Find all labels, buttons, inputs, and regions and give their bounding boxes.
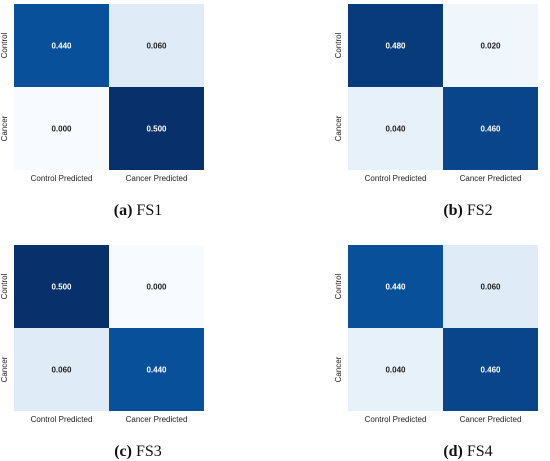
heatmap-panel-a: 0.440 0.060 0.000 0.500 Control Cancer Control… — [0, 4, 204, 219]
row-tick-label: Control — [0, 273, 9, 299]
heatmap-cell-c-r1-c1 — [109, 328, 204, 411]
panel-caption: (d) FS4 — [443, 443, 492, 460]
cell-value-label: 0.040 — [385, 125, 406, 134]
heatmap-cell-a-r1-c0 — [14, 87, 109, 170]
cell-value-label: 0.480 — [385, 42, 406, 51]
row-tick-label: Cancer — [0, 115, 9, 141]
cell-value-label: 0.020 — [480, 42, 501, 51]
panel-caption: (a) FS1 — [114, 202, 162, 219]
heatmap-cell-c-r0-c0 — [14, 245, 109, 328]
heatmap-panel-d: 0.440 0.060 0.040 0.460 Control Cancer Control… — [334, 245, 538, 460]
column-tick-label: Control Predicted — [31, 174, 93, 183]
column-tick-label: Control Predicted — [31, 415, 93, 424]
cell-value-label: 0.440 — [51, 42, 72, 51]
heatmap-cell-a-r0-c1 — [109, 4, 204, 87]
column-tick-label: Control Predicted — [365, 415, 427, 424]
heatmap-cell-a-r0-c0 — [14, 4, 109, 87]
caption-tag: (a) — [114, 202, 133, 219]
heatmap-cell-b-r0-c0 — [348, 4, 443, 87]
caption-tag: (b) — [443, 202, 463, 219]
cell-value-label: 0.000 — [51, 125, 72, 134]
caption-text: FS1 — [136, 202, 162, 219]
caption-text: FS3 — [136, 443, 162, 460]
heatmap-cell-b-r1-c1 — [443, 87, 538, 170]
heatmap-cell-d-r1-c0 — [348, 328, 443, 411]
column-tick-label: Cancer Predicted — [126, 415, 188, 424]
heatmap-cell-d-r0-c0 — [348, 245, 443, 328]
cell-value-label: 0.060 — [146, 42, 167, 51]
caption-text: FS2 — [467, 202, 493, 219]
heatmap-cell-b-r0-c1 — [443, 4, 538, 87]
row-tick-label: Control — [334, 273, 343, 299]
heatmap-cell-c-r0-c1 — [109, 245, 204, 328]
caption-tag: (d) — [443, 443, 463, 460]
cell-value-label: 0.440 — [385, 283, 406, 292]
cell-value-label: 0.500 — [51, 283, 72, 292]
column-tick-label: Control Predicted — [365, 174, 427, 183]
caption-tag: (c) — [114, 443, 132, 460]
heatmap-cell-b-r1-c0 — [348, 87, 443, 170]
column-tick-label: Cancer Predicted — [460, 415, 522, 424]
cell-value-label: 0.040 — [385, 366, 406, 375]
row-tick-label: Cancer — [0, 356, 9, 382]
cell-value-label: 0.460 — [480, 366, 501, 375]
column-tick-label: Cancer Predicted — [460, 174, 522, 183]
row-tick-label: Control — [0, 32, 9, 58]
heatmap-panel-b: 0.480 0.020 0.040 0.460 Control Cancer Control… — [334, 4, 538, 219]
caption-text: FS4 — [467, 443, 493, 460]
heatmap-cell-d-r0-c1 — [443, 245, 538, 328]
heatmap-panel-c: 0.500 0.000 0.060 0.440 Control Cancer Control… — [0, 245, 204, 460]
row-tick-label: Cancer — [334, 115, 343, 141]
panel-caption: (b) FS2 — [443, 202, 492, 219]
panel-caption: (c) FS3 — [114, 443, 162, 460]
heatmap-cell-c-r1-c0 — [14, 328, 109, 411]
cell-value-label: 0.000 — [146, 283, 167, 292]
cell-value-label: 0.460 — [480, 125, 501, 134]
cell-value-label: 0.060 — [51, 366, 72, 375]
cell-value-label: 0.060 — [480, 283, 501, 292]
heatmap-cell-d-r1-c1 — [443, 328, 538, 411]
row-tick-label: Control — [334, 32, 343, 58]
column-tick-label: Cancer Predicted — [126, 174, 188, 183]
row-tick-label: Cancer — [334, 356, 343, 382]
heatmap-cell-a-r1-c1 — [109, 87, 204, 170]
cell-value-label: 0.500 — [146, 125, 167, 134]
cell-value-label: 0.440 — [146, 366, 167, 375]
